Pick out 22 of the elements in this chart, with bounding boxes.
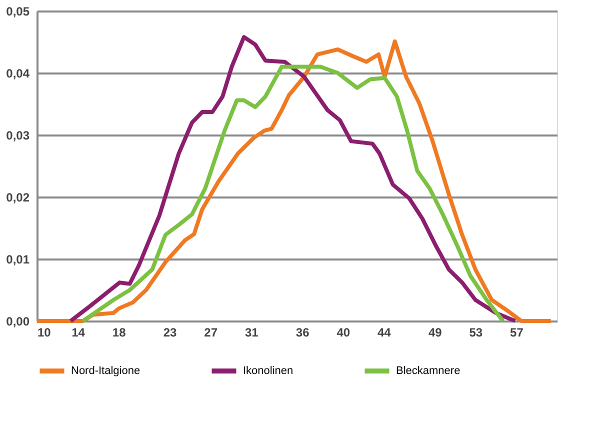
x-tick-label: 18 [112,326,126,340]
x-tick-label: 53 [469,326,483,340]
x-tick-label: 27 [204,326,218,340]
x-tick-label: 49 [428,326,442,340]
y-tick-label: 0,01 [6,252,30,266]
x-tick-label: 10 [38,326,52,340]
y-tick-label: 0,04 [6,66,30,80]
y-tick-label: 0,00 [6,314,30,328]
y-tick-label: 0,05 [6,4,30,18]
legend-label: Ikonolinen [243,365,294,377]
line-series [80,64,505,323]
y-tick-label: 0,03 [6,128,30,142]
x-tick-label: 57 [510,326,524,340]
x-tick-label: 36 [296,326,310,340]
y-tick-label: 0,02 [6,190,30,204]
x-tick-label: 40 [336,326,350,340]
x-tick-label: 44 [377,326,392,340]
x-tick-label: 23 [163,326,178,340]
legend-label: Bleckamnere [396,365,460,377]
legend-label: Nord-Italgione [71,365,140,377]
x-tick-label: 31 [244,326,259,340]
x-tick-label: 14 [72,326,86,340]
